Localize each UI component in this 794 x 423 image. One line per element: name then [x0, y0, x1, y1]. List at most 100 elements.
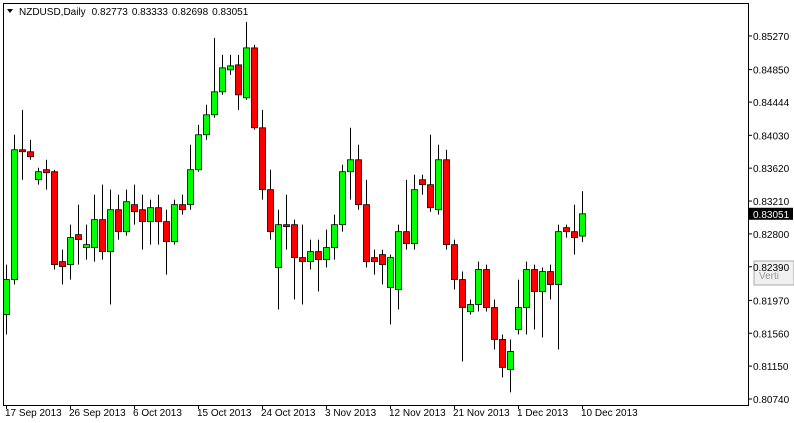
menu-arrow[interactable]: [7, 9, 13, 13]
bear-body: [563, 227, 570, 233]
header-high: 0.83333: [132, 7, 169, 18]
bull-body: [387, 257, 394, 288]
bull-body: [195, 134, 202, 171]
bear-body: [459, 279, 466, 308]
x-tick-label: 21 Nov 2013: [453, 408, 510, 419]
bear-body: [163, 221, 170, 242]
bear-body: [483, 269, 490, 308]
bull-body: [211, 91, 218, 116]
bear-body: [115, 209, 122, 233]
y-tick-label: 0.82800: [753, 230, 790, 241]
bull-body: [11, 149, 18, 280]
y-tick-label: 0.83210: [753, 197, 790, 208]
bull-body: [171, 204, 178, 242]
bear-body: [283, 224, 290, 228]
x-tick-label: 26 Sep 2013: [69, 408, 126, 419]
bear-body: [371, 257, 378, 263]
bear-body: [139, 209, 146, 223]
bear-body: [75, 234, 82, 240]
bear-body: [379, 254, 386, 265]
bear-body: [235, 64, 242, 96]
bear-body: [155, 207, 162, 223]
y-tick-label: 0.84444: [753, 98, 790, 109]
bull-body: [523, 269, 530, 308]
bull-body: [339, 171, 346, 226]
bull-body: [467, 304, 474, 312]
y-tick-label: 0.85270: [753, 32, 790, 43]
bear-body: [59, 261, 66, 267]
bear-body: [179, 204, 186, 211]
bear-body: [19, 149, 26, 153]
price-box: [749, 207, 793, 220]
bull-body: [67, 237, 74, 265]
bear-body: [531, 269, 538, 292]
bull-body: [147, 207, 154, 223]
bull-body: [107, 209, 114, 253]
symbol: NZDUSD,Daily: [19, 7, 86, 18]
bull-body: [435, 159, 442, 211]
bull-body: [579, 213, 586, 237]
bear-body: [547, 271, 554, 285]
x-tick-label: 17 Sep 2013: [5, 408, 62, 419]
header-low: 0.82698: [172, 7, 209, 18]
bull-body: [395, 231, 402, 290]
bull-body: [91, 219, 98, 248]
header: NZDUSD,Daily 0.82773 0.83333 0.82698 0.83051: [19, 7, 249, 18]
header-close: 0.83051: [212, 7, 249, 18]
y-tick-label: 0.82390: [753, 263, 790, 274]
bear-body: [43, 169, 50, 174]
bear-body: [315, 251, 322, 261]
x-tick-label: 12 Nov 2013: [389, 408, 446, 419]
bull-body: [539, 271, 546, 292]
bear-body: [27, 151, 34, 158]
bear-body: [451, 244, 458, 280]
bull-body: [555, 231, 562, 285]
bull-body: [307, 251, 314, 263]
bull-body: [331, 224, 338, 248]
y-tick-label: 0.84030: [753, 131, 790, 142]
bear-body: [251, 47, 258, 129]
bull-body: [3, 279, 10, 315]
bear-body: [299, 257, 306, 263]
bear-body: [419, 179, 426, 186]
bull-body: [219, 67, 226, 93]
bull-body: [123, 201, 130, 233]
price-label: 0.83051: [753, 210, 790, 221]
bull-body: [227, 65, 234, 71]
bear-body: [51, 171, 58, 265]
bull-body: [475, 269, 482, 305]
bull-body: [275, 224, 282, 268]
tooltip-text: Verti: [759, 271, 779, 282]
bear-body: [355, 159, 362, 206]
bull-body: [187, 169, 194, 206]
bull-body: [507, 351, 514, 370]
bear-body: [99, 219, 106, 253]
x-tick-label: 3 Nov 2013: [325, 408, 377, 419]
tooltip: [753, 260, 794, 286]
y-tick-label: 0.81970: [753, 296, 790, 307]
bull-body: [323, 247, 330, 261]
bull-body: [203, 114, 210, 136]
y-tick-label: 0.81150: [753, 362, 789, 373]
x-tick-label: 6 Oct 2013: [133, 408, 182, 419]
bear-body: [267, 189, 274, 233]
x-tick-label: 15 Oct 2013: [197, 408, 252, 419]
bull-body: [347, 159, 354, 173]
bear-body: [491, 307, 498, 340]
y-tick-label: 0.80740: [753, 395, 790, 406]
header-open: 0.82773: [92, 7, 129, 18]
bear-body: [131, 204, 138, 213]
bear-body: [427, 184, 434, 209]
bull-body: [515, 307, 522, 330]
bear-body: [499, 339, 506, 368]
bear-body: [571, 231, 578, 238]
bull-body: [35, 171, 42, 181]
x-tick-label: 24 Oct 2013: [261, 408, 316, 419]
bear-body: [291, 224, 298, 259]
bull-body: [243, 47, 250, 99]
y-tick-label: 0.84850: [753, 66, 790, 77]
y-tick-label: 0.83620: [753, 164, 790, 175]
x-tick-label: 10 Dec 2013: [581, 408, 638, 419]
bull-body: [411, 189, 418, 244]
